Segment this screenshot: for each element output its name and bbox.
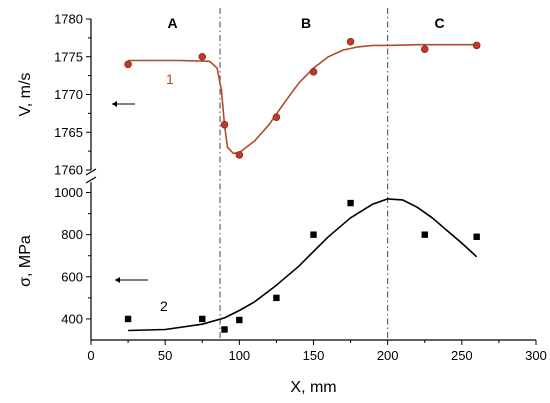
x-tick-label: 100 xyxy=(228,348,250,363)
velocity-fit-curve xyxy=(128,43,477,155)
region-boundaries xyxy=(219,8,389,340)
velocity-point xyxy=(220,120,229,129)
y-tick-label: 1770 xyxy=(54,87,83,102)
velocity-point xyxy=(346,37,355,46)
stress-curve-label: 2 xyxy=(160,298,168,314)
stress-point xyxy=(347,199,354,207)
x-axis-title: X, mm xyxy=(290,379,336,396)
region-label-b: B xyxy=(301,15,311,31)
y-tick-label: 1780 xyxy=(54,12,83,27)
stress-point xyxy=(124,315,132,323)
x-tick-label: 200 xyxy=(377,348,399,363)
stress-point xyxy=(421,231,428,238)
stress-fit-curve xyxy=(128,198,478,332)
velocity-point xyxy=(420,45,429,53)
labels: 0 50 100 150 200 250 300 X, mm 1760 1765 1770 1775 1… xyxy=(17,12,547,397)
stress-point xyxy=(473,233,480,240)
stress-direction-arrow xyxy=(115,277,148,283)
y-tick-label: 800 xyxy=(61,227,83,242)
x-tick-label: 250 xyxy=(451,348,473,363)
velocity-point xyxy=(124,60,132,69)
x-tick-label: 50 xyxy=(158,348,172,363)
axes xyxy=(85,18,537,345)
velocity-curve-label: 1 xyxy=(166,71,174,87)
axis-break-mark xyxy=(85,168,97,184)
velocity-point xyxy=(198,52,207,61)
y-tick-label: 600 xyxy=(61,269,83,284)
data-points xyxy=(124,37,481,333)
velocity-point xyxy=(272,113,281,121)
y-axis-title: σ, MPa xyxy=(17,235,34,287)
y-axis-title: V, m/s xyxy=(17,73,34,117)
region-label-c: C xyxy=(435,15,445,31)
y-tick-label: 1765 xyxy=(54,125,83,140)
stress-point xyxy=(236,316,243,324)
annotations xyxy=(112,101,148,283)
velocity-point xyxy=(235,151,244,159)
y-tick-label: 1775 xyxy=(54,49,83,64)
stress-point xyxy=(273,294,280,302)
stress-point xyxy=(199,315,206,323)
velocity-point xyxy=(472,41,481,50)
curves xyxy=(128,43,478,332)
x-tick-label: 0 xyxy=(87,348,94,363)
region-label-a: A xyxy=(168,15,178,31)
velocity-direction-arrow xyxy=(112,101,135,107)
y-tick-label: 400 xyxy=(61,311,83,326)
x-tick-label: 150 xyxy=(303,348,325,363)
stress-point xyxy=(221,326,228,333)
y-tick-label: 1000 xyxy=(54,185,83,200)
x-tick-label: 300 xyxy=(525,348,547,363)
velocity-point xyxy=(309,68,318,76)
y-tick-label: 1760 xyxy=(54,163,83,178)
stress-point xyxy=(310,231,317,238)
